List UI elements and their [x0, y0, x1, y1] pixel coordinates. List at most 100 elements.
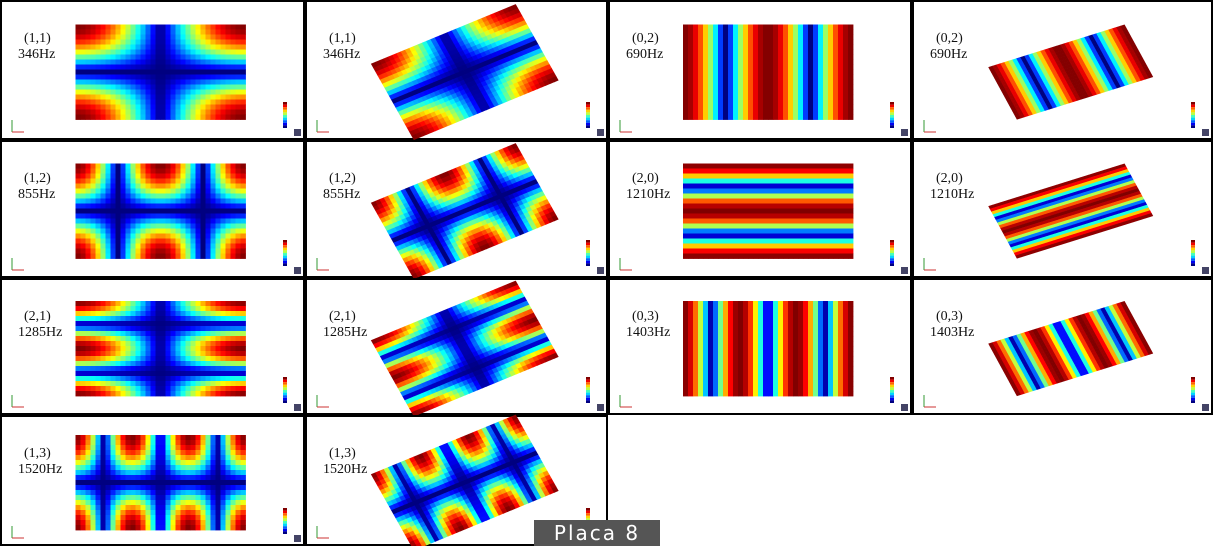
plate-cell — [698, 40, 703, 45]
plate-cell — [201, 110, 206, 115]
plate-cell — [76, 100, 81, 105]
plate-cell — [748, 50, 753, 55]
plate-cell — [828, 179, 833, 184]
plate-cell — [231, 244, 236, 249]
plate-cell — [151, 214, 156, 219]
colorbar-cell — [890, 256, 894, 259]
plate-cell — [76, 35, 81, 40]
plate-cell — [793, 90, 798, 95]
plate-cell — [773, 60, 778, 65]
plate-cell — [748, 244, 753, 249]
colorbar-cell — [586, 256, 590, 259]
plate-cell — [733, 95, 738, 100]
plate-cell — [221, 184, 226, 189]
plate-cell — [166, 75, 171, 80]
plate-cell — [728, 25, 733, 30]
plate-cell — [136, 239, 141, 244]
plate-cell — [823, 45, 828, 50]
plate-cell — [773, 214, 778, 219]
plate-cell — [783, 169, 788, 174]
plate-cell — [698, 254, 703, 259]
plate-cell — [191, 239, 196, 244]
plate-cell — [131, 174, 136, 179]
plate-cell — [111, 100, 116, 105]
plate-cell — [236, 110, 241, 115]
plate-cell — [156, 45, 161, 50]
plate-cell — [768, 179, 773, 184]
plate-cell — [191, 80, 196, 85]
plate-cell — [81, 35, 86, 40]
plate-cell — [778, 30, 783, 35]
plate-cell — [773, 75, 778, 80]
plate-cell — [848, 204, 853, 209]
plate-cell — [738, 174, 743, 179]
plate-cell — [101, 204, 106, 209]
plate-cell — [196, 169, 201, 174]
plate-cell — [713, 110, 718, 115]
plate-cell — [181, 214, 186, 219]
plate-cell — [136, 249, 141, 254]
frequency-label: 690Hz — [626, 47, 663, 62]
plate-cell — [176, 229, 181, 234]
mode-shape — [683, 25, 853, 120]
plate-cell — [196, 40, 201, 45]
plate-cell — [808, 224, 813, 229]
plate-cell — [76, 169, 81, 174]
plate-cell — [763, 184, 768, 189]
plate-cell — [793, 30, 798, 35]
plate-cell — [703, 50, 708, 55]
plate-cell — [101, 75, 106, 80]
plate-cell — [688, 115, 693, 120]
plate-cell — [126, 70, 131, 75]
plate-cell — [206, 239, 211, 244]
plate-cell — [151, 169, 156, 174]
plate-cell — [748, 90, 753, 95]
plate-cell — [708, 219, 713, 224]
plate-cell — [231, 239, 236, 244]
plate-cell — [131, 229, 136, 234]
plate-cell — [236, 229, 241, 234]
plate-cell — [773, 65, 778, 70]
plate-cell — [196, 229, 201, 234]
plate-cell — [206, 174, 211, 179]
plate-cell — [813, 115, 818, 120]
plate-cell — [713, 234, 718, 239]
plate-cell — [151, 85, 156, 90]
plate-cell — [778, 179, 783, 184]
plate-cell — [231, 254, 236, 259]
mode-label: (0,2) — [936, 31, 963, 46]
plate-cell — [201, 115, 206, 120]
plate-cell — [828, 80, 833, 85]
plate-cell — [828, 110, 833, 115]
plate-cell — [783, 219, 788, 224]
plate-cell — [683, 214, 688, 219]
panel: (0,2)690Hz — [913, 1, 1212, 139]
plate-cell — [803, 229, 808, 234]
plate-cell — [86, 249, 91, 254]
plate-cell — [683, 60, 688, 65]
plate-cell — [76, 115, 81, 120]
plate-cell — [768, 214, 773, 219]
plate-cell — [96, 249, 101, 254]
plate-cell — [843, 254, 848, 259]
plate-cell — [186, 224, 191, 229]
plate-cell — [186, 194, 191, 199]
plate-cell — [151, 209, 156, 214]
plate-cell — [818, 219, 823, 224]
plate-cell — [196, 45, 201, 50]
plate-cell — [793, 234, 798, 239]
plate-cell — [788, 30, 793, 35]
plate-cell — [86, 164, 91, 169]
plate-cell — [723, 60, 728, 65]
plate-cell — [798, 199, 803, 204]
plate-cell — [683, 100, 688, 105]
plate-cell — [136, 174, 141, 179]
plate-cell — [818, 234, 823, 239]
plate-cell — [86, 199, 91, 204]
plate-cell — [703, 30, 708, 35]
plate-cell — [748, 30, 753, 35]
plate-cell — [146, 169, 151, 174]
plate-cell — [833, 224, 838, 229]
plate-cell — [733, 70, 738, 75]
plate-cell — [121, 40, 126, 45]
